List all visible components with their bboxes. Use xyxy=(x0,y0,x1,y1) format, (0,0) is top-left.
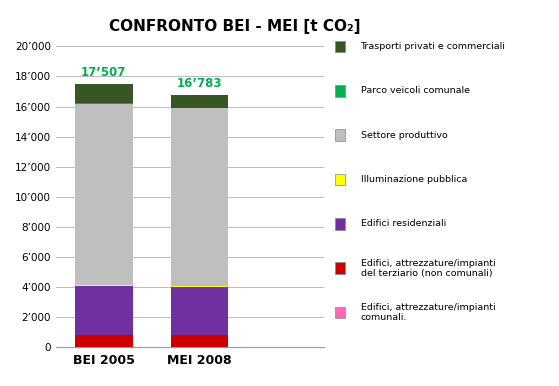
Text: 16’783: 16’783 xyxy=(177,77,222,90)
Text: Illuminazione pubblica: Illuminazione pubblica xyxy=(361,175,467,184)
Text: Trasporti privati e commerciali: Trasporti privati e commerciali xyxy=(361,42,505,51)
Bar xyxy=(75,335,132,347)
Text: 17’507: 17’507 xyxy=(81,66,126,80)
Bar xyxy=(75,84,132,103)
Bar xyxy=(171,286,229,287)
Bar xyxy=(75,285,132,286)
Bar xyxy=(75,103,132,104)
Text: Settore produttivo: Settore produttivo xyxy=(361,130,447,140)
Bar xyxy=(171,287,229,335)
Text: Edifici residenziali: Edifici residenziali xyxy=(361,219,446,229)
Text: Edifici, attrezzature/impianti
del terziario (non comunali): Edifici, attrezzature/impianti del terzi… xyxy=(361,259,495,278)
Bar xyxy=(171,108,229,286)
Bar xyxy=(75,286,132,335)
Bar xyxy=(75,104,132,285)
Text: Edifici, attrezzature/impianti
comunali.: Edifici, attrezzature/impianti comunali. xyxy=(361,303,495,322)
Bar xyxy=(171,335,229,347)
Text: CONFRONTO BEI - MEI [t CO₂]: CONFRONTO BEI - MEI [t CO₂] xyxy=(109,19,361,34)
Bar xyxy=(171,95,229,108)
Text: Parco veicoli comunale: Parco veicoli comunale xyxy=(361,86,470,95)
